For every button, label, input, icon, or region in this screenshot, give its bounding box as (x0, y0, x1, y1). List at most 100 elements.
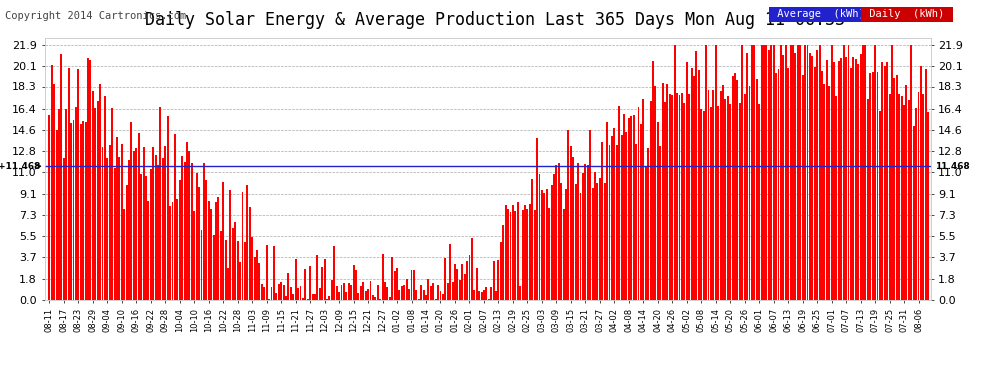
Text: 11.468: 11.468 (935, 162, 970, 171)
Bar (126, 185, 128, 300)
Bar (466, 261, 468, 300)
Bar (493, 261, 495, 300)
Bar (145, 176, 147, 300)
Bar (420, 285, 422, 300)
Bar (369, 281, 371, 300)
Bar (131, 122, 133, 300)
Bar (502, 225, 504, 300)
Bar (309, 266, 311, 300)
Bar (669, 94, 671, 300)
Bar (210, 209, 212, 300)
Bar (169, 206, 171, 300)
Bar (307, 299, 309, 300)
Bar (312, 294, 314, 300)
Bar (331, 280, 333, 300)
Bar (708, 90, 710, 300)
Bar (240, 262, 242, 300)
Bar (480, 292, 482, 300)
Bar (321, 267, 323, 300)
Bar (923, 94, 925, 300)
Bar (430, 286, 432, 300)
Bar (567, 130, 569, 300)
Bar (742, 45, 743, 300)
Bar (389, 297, 391, 300)
Bar (114, 168, 116, 300)
Bar (468, 255, 470, 300)
Bar (476, 268, 478, 300)
Bar (109, 144, 111, 300)
Bar (381, 254, 383, 300)
Bar (925, 69, 927, 300)
Bar (821, 71, 823, 300)
Bar (633, 116, 635, 300)
Bar (442, 294, 444, 300)
Bar (258, 263, 260, 300)
Bar (599, 177, 601, 300)
Bar (534, 210, 536, 300)
Bar (403, 285, 405, 300)
Bar (128, 160, 130, 300)
Bar (191, 163, 193, 300)
Bar (70, 123, 72, 300)
Bar (208, 201, 210, 300)
Bar (755, 79, 757, 300)
Bar (734, 73, 736, 300)
Bar (681, 93, 683, 300)
Bar (53, 84, 55, 300)
Bar (816, 51, 818, 300)
Bar (889, 94, 891, 300)
Bar (149, 169, 151, 300)
Bar (60, 54, 62, 300)
Bar (364, 291, 366, 300)
Bar (768, 50, 770, 300)
Bar (355, 270, 357, 300)
Bar (176, 199, 178, 300)
Bar (570, 146, 572, 300)
Bar (428, 279, 430, 300)
Bar (143, 147, 145, 300)
Bar (483, 290, 485, 300)
Bar (297, 288, 299, 300)
Bar (193, 211, 195, 300)
Bar (121, 144, 123, 300)
Bar (592, 188, 594, 300)
Bar (116, 137, 118, 300)
Bar (797, 45, 799, 300)
Bar (647, 148, 649, 300)
Bar (833, 62, 835, 300)
Bar (628, 118, 630, 300)
Bar (898, 94, 900, 300)
Bar (725, 99, 727, 300)
Bar (396, 268, 398, 300)
Bar (884, 66, 886, 300)
Bar (458, 280, 460, 300)
Bar (84, 122, 86, 300)
Bar (449, 244, 451, 300)
Bar (664, 102, 666, 300)
Bar (589, 130, 591, 300)
Bar (287, 273, 289, 300)
Bar (268, 299, 270, 300)
Bar (841, 58, 842, 300)
Bar (758, 104, 760, 300)
Bar (92, 92, 94, 300)
Bar (649, 100, 651, 300)
Bar (201, 230, 202, 300)
Bar (406, 279, 408, 300)
Bar (700, 109, 702, 300)
Bar (188, 151, 190, 300)
Bar (278, 284, 280, 300)
Bar (826, 60, 828, 300)
Bar (524, 204, 526, 300)
Bar (548, 207, 550, 300)
Bar (67, 69, 69, 300)
Bar (674, 45, 675, 300)
Bar (367, 289, 369, 300)
Bar (94, 108, 96, 300)
Bar (770, 45, 772, 300)
Bar (440, 291, 442, 300)
Bar (377, 285, 379, 300)
Bar (99, 84, 101, 300)
Bar (394, 271, 396, 300)
Bar (874, 45, 876, 300)
